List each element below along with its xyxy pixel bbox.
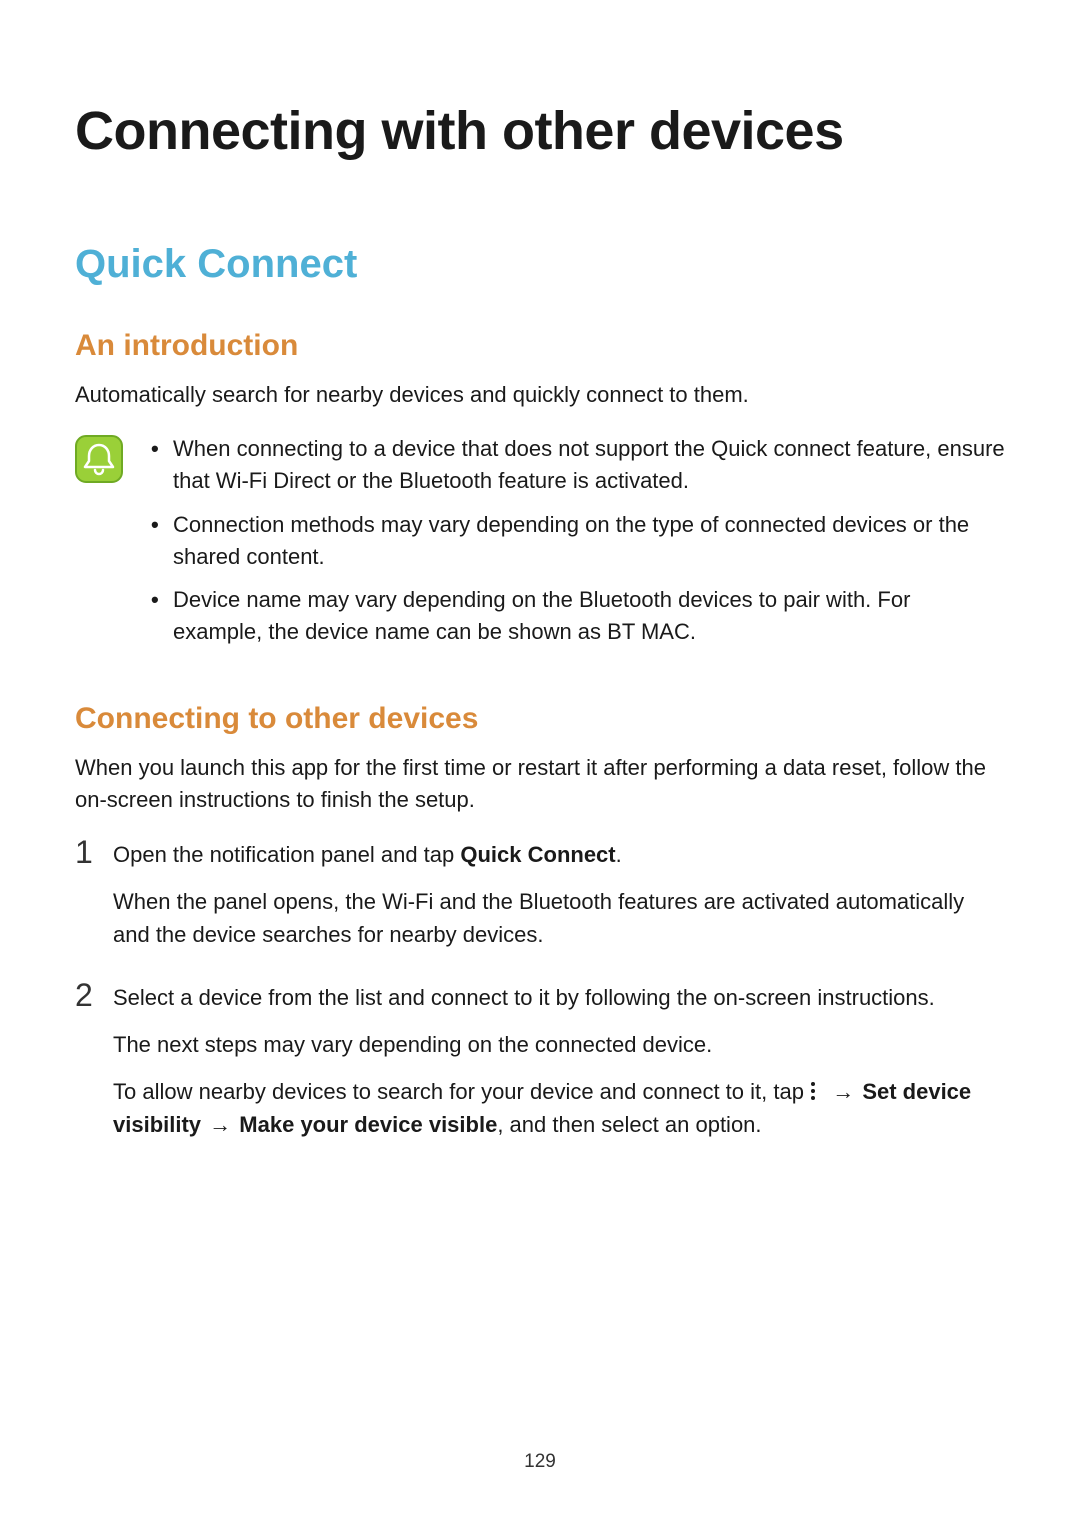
step-line: When the panel opens, the Wi-Fi and the … bbox=[113, 885, 1005, 951]
bullet-dot-icon: • bbox=[151, 584, 173, 616]
note-list: • When connecting to a device that does … bbox=[151, 433, 1005, 660]
step-line: To allow nearby devices to search for yo… bbox=[113, 1075, 1005, 1141]
note-bell-icon bbox=[75, 435, 123, 483]
note-item: • When connecting to a device that does … bbox=[151, 433, 1005, 497]
connecting-paragraph: When you launch this app for the first t… bbox=[75, 752, 1005, 816]
step-body: Select a device from the list and connec… bbox=[113, 981, 1005, 1141]
section-heading: Quick Connect bbox=[75, 242, 1005, 287]
numbered-step: 2 Select a device from the list and conn… bbox=[75, 981, 1005, 1141]
intro-paragraph: Automatically search for nearby devices … bbox=[75, 379, 1005, 411]
note-text: When connecting to a device that does no… bbox=[173, 433, 1005, 497]
document-page: Connecting with other devices Quick Conn… bbox=[0, 0, 1080, 1141]
note-text: Connection methods may vary depending on… bbox=[173, 509, 1005, 573]
step-number: 2 bbox=[75, 979, 113, 1011]
step-body: Open the notification panel and tap Quic… bbox=[113, 838, 1005, 951]
subsection-connecting-heading: Connecting to other devices bbox=[75, 702, 1005, 736]
bullet-dot-icon: • bbox=[151, 509, 173, 541]
page-title: Connecting with other devices bbox=[75, 100, 1005, 162]
subsection-intro-heading: An introduction bbox=[75, 329, 1005, 363]
step-line: Select a device from the list and connec… bbox=[113, 981, 1005, 1014]
step-line: The next steps may vary depending on the… bbox=[113, 1028, 1005, 1061]
page-number: 129 bbox=[0, 1451, 1080, 1473]
arrow-icon: → bbox=[207, 1108, 233, 1141]
note-item: • Device name may vary depending on the … bbox=[151, 584, 1005, 648]
step-number: 1 bbox=[75, 836, 113, 868]
step-line: Open the notification panel and tap Quic… bbox=[113, 838, 1005, 871]
more-options-icon bbox=[810, 1081, 824, 1101]
bold-label: Quick Connect bbox=[460, 842, 615, 867]
bold-label: Make your device visible bbox=[239, 1112, 497, 1137]
note-item: • Connection methods may vary depending … bbox=[151, 509, 1005, 573]
arrow-icon: → bbox=[830, 1075, 856, 1108]
numbered-step: 1 Open the notification panel and tap Qu… bbox=[75, 838, 1005, 951]
bullet-dot-icon: • bbox=[151, 433, 173, 465]
note-text: Device name may vary depending on the Bl… bbox=[173, 584, 1005, 648]
note-block: • When connecting to a device that does … bbox=[75, 433, 1005, 660]
